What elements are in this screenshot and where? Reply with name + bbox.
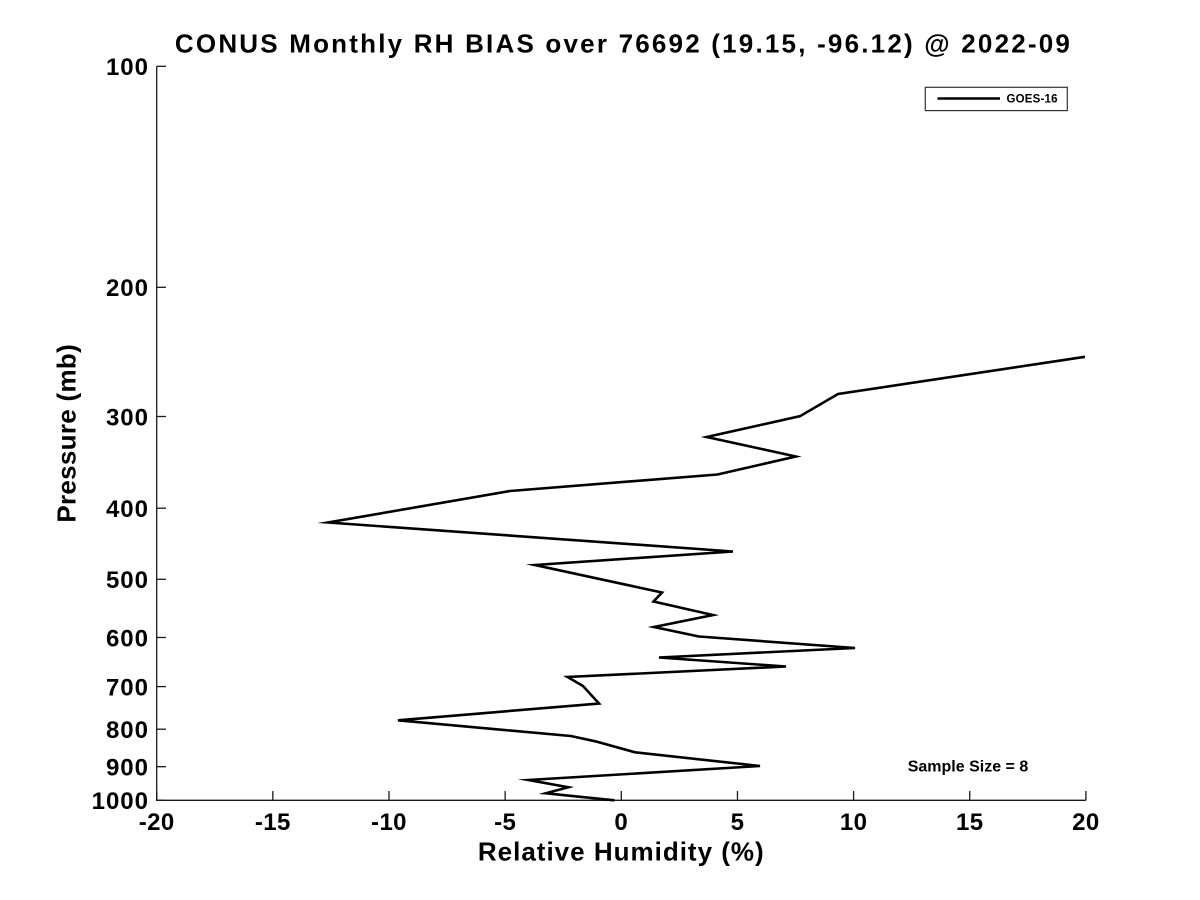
svg-text:Relative Humidity (%): Relative Humidity (%)	[478, 837, 765, 867]
svg-text:-10: -10	[371, 809, 407, 836]
svg-text:1000: 1000	[92, 788, 149, 815]
svg-text:-5: -5	[494, 809, 516, 836]
svg-text:400: 400	[106, 496, 149, 523]
svg-text:GOES-16: GOES-16	[1007, 94, 1058, 106]
svg-text:500: 500	[106, 567, 149, 594]
svg-text:0: 0	[614, 809, 628, 836]
svg-text:Sample Size = 8: Sample Size = 8	[908, 758, 1029, 775]
svg-text:Pressure (mb): Pressure (mb)	[52, 344, 82, 523]
svg-text:-15: -15	[255, 809, 291, 836]
svg-text:100: 100	[106, 54, 149, 81]
svg-text:15: 15	[956, 809, 984, 836]
svg-text:300: 300	[106, 404, 149, 431]
svg-text:900: 900	[106, 754, 149, 781]
svg-text:200: 200	[106, 275, 149, 302]
svg-text:-20: -20	[139, 809, 175, 836]
svg-text:CONUS Monthly RH BIAS over 766: CONUS Monthly RH BIAS over 76692 (19.15,…	[175, 29, 1072, 59]
svg-text:700: 700	[106, 674, 149, 701]
svg-text:10: 10	[840, 809, 868, 836]
svg-text:5: 5	[731, 809, 745, 836]
svg-text:600: 600	[106, 625, 149, 652]
svg-text:800: 800	[106, 717, 149, 744]
svg-text:20: 20	[1072, 809, 1100, 836]
